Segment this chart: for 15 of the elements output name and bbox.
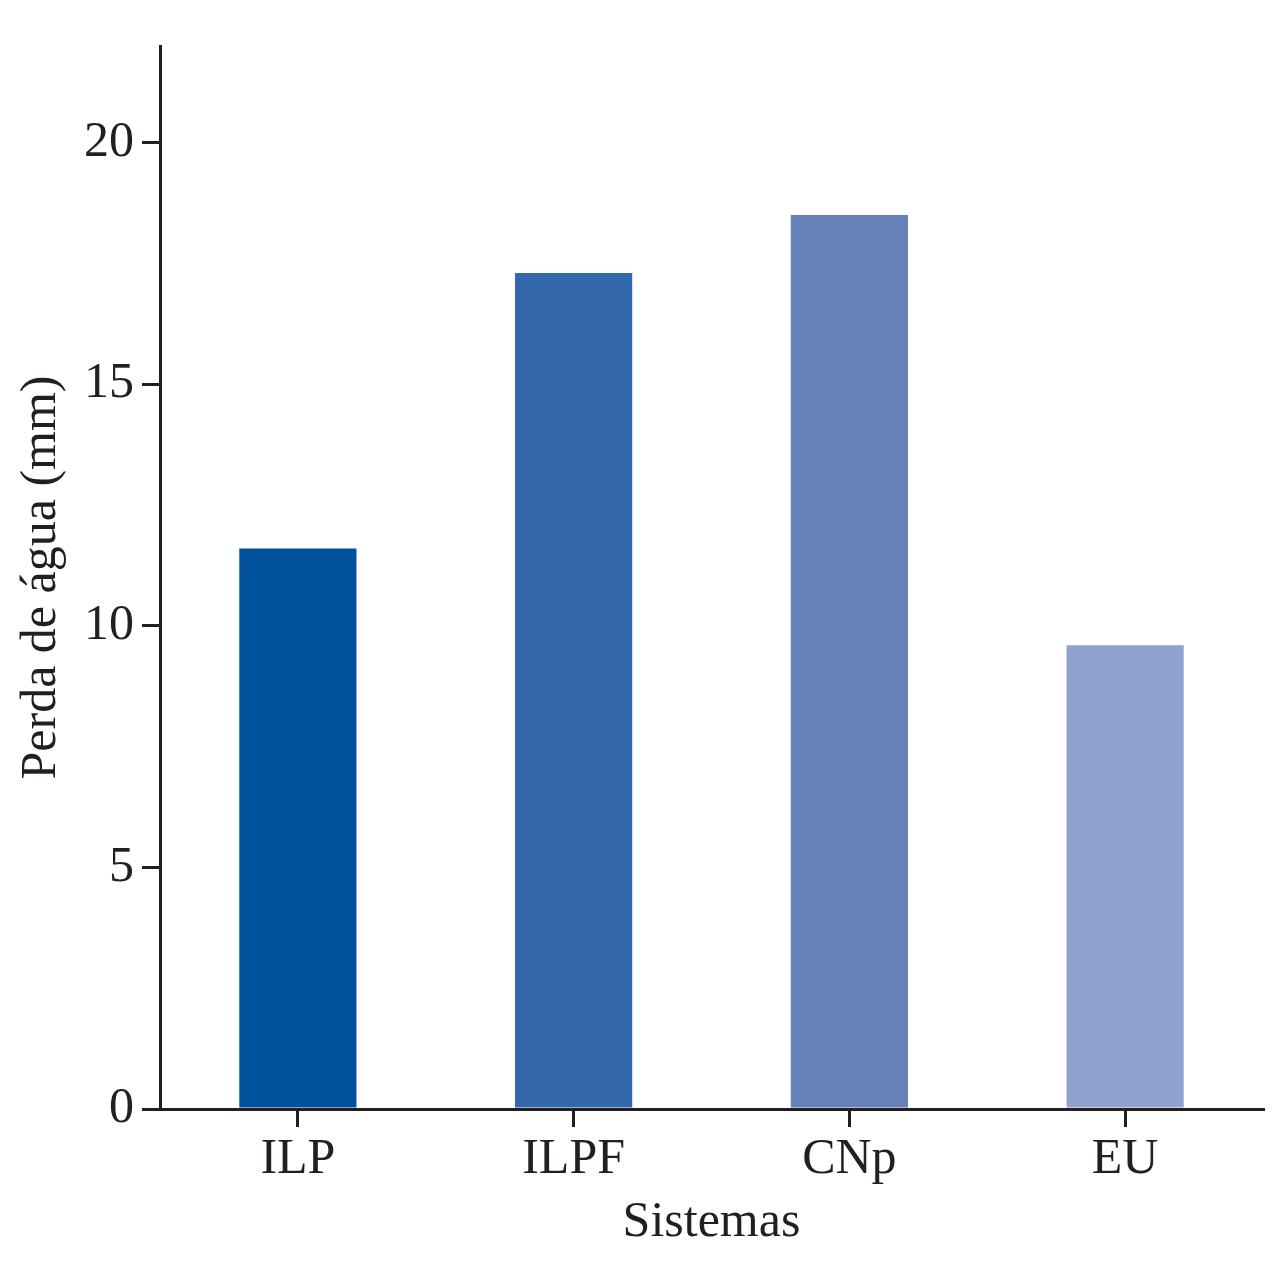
x-tick-label: EU xyxy=(1091,1128,1159,1185)
y-tick-label: 10 xyxy=(84,593,134,650)
y-tick-label: 0 xyxy=(109,1077,134,1134)
bar xyxy=(790,215,908,1108)
bar xyxy=(1066,645,1184,1108)
x-axis-title: Sistemas xyxy=(622,1191,801,1248)
bar xyxy=(239,548,357,1108)
x-tick-label: ILP xyxy=(260,1128,336,1185)
y-tick-label: 20 xyxy=(84,110,134,167)
bar xyxy=(515,273,633,1108)
y-tick-label: 15 xyxy=(84,352,134,409)
y-tick-label: 5 xyxy=(109,835,134,892)
x-tick-label: CNp xyxy=(802,1128,897,1185)
x-tick-label: ILPF xyxy=(522,1128,626,1185)
y-axis-title: Perda de água (mm) xyxy=(10,375,67,780)
